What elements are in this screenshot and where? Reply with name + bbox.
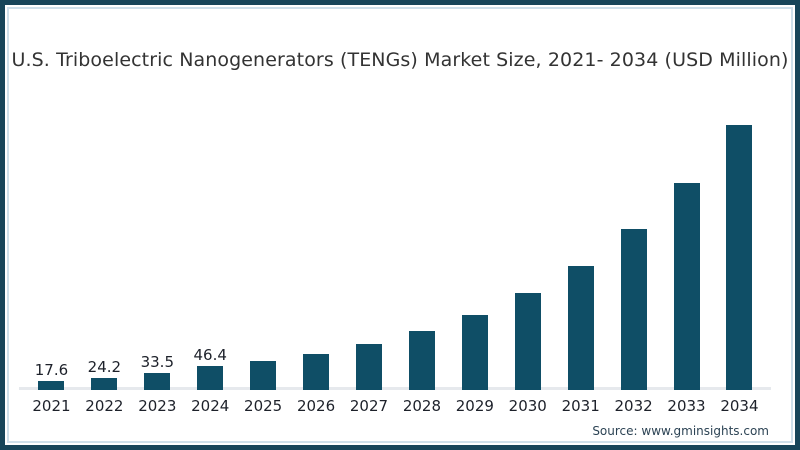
x-tick-2030: 2030 xyxy=(508,397,547,415)
bar-2032 xyxy=(620,229,647,390)
source-attribution: Source: www.gminsights.com xyxy=(592,424,769,438)
bar-column-2026 xyxy=(290,354,343,390)
x-tick-2032: 2032 xyxy=(614,397,653,415)
bar-2027 xyxy=(355,344,382,390)
bar-column-2024: 46.4 xyxy=(184,348,237,390)
bar-2024 xyxy=(197,366,224,390)
bar-value-label-2024: 46.4 xyxy=(193,346,227,365)
bar-2033 xyxy=(673,183,700,390)
bar-column-2030 xyxy=(501,293,554,390)
bar-2022 xyxy=(91,377,118,390)
bar-column-2031 xyxy=(554,266,607,390)
x-tick-2029: 2029 xyxy=(455,397,494,415)
bar-2029 xyxy=(461,314,488,390)
bar-2030 xyxy=(514,293,541,390)
x-axis-baseline xyxy=(19,387,771,390)
bar-column-2025 xyxy=(237,360,290,390)
bar-2031 xyxy=(567,266,594,390)
bar-column-2032 xyxy=(607,229,660,390)
chart-title: U.S. Triboelectric Nanogenerators (TENGs… xyxy=(11,49,789,71)
bar-column-2023: 33.5 xyxy=(131,352,184,390)
bar-2021 xyxy=(38,381,65,390)
x-tick-2033: 2033 xyxy=(667,397,706,415)
bar-2028 xyxy=(408,331,435,390)
x-tick-2028: 2028 xyxy=(402,397,441,415)
x-tick-2024: 2024 xyxy=(191,397,230,415)
bar-column-2022: 24.2 xyxy=(78,357,131,390)
x-tick-2027: 2027 xyxy=(349,397,389,415)
bar-2023 xyxy=(144,372,171,390)
x-tick-2025: 2025 xyxy=(244,397,283,415)
plot-area: 17.6 24.2 33.5 46.4 xyxy=(25,5,766,390)
x-tick-2023: 2023 xyxy=(138,397,177,415)
bar-value-label-2022: 24.2 xyxy=(87,357,122,376)
bar-column-2033 xyxy=(660,183,713,390)
bar-column-2029 xyxy=(448,314,501,390)
x-axis: 2021 2022 2023 2024 2025 2026 2027 2028 2029 2030… xyxy=(25,397,766,415)
bar-2034 xyxy=(726,124,753,390)
x-tick-2022: 2022 xyxy=(85,397,124,415)
bar-value-label-2023: 33.5 xyxy=(140,352,174,371)
bar-column-2021: 17.6 xyxy=(25,363,78,390)
bar-value-label-2021: 17.6 xyxy=(34,361,69,379)
x-tick-2021: 2021 xyxy=(32,397,71,415)
bar-column-2028 xyxy=(395,331,448,390)
x-tick-2031: 2031 xyxy=(561,397,600,415)
x-tick-2034: 2034 xyxy=(720,397,759,415)
bar-column-2034 xyxy=(713,124,766,390)
bar-2025 xyxy=(250,360,277,390)
bar-2026 xyxy=(303,354,330,390)
x-tick-2026: 2026 xyxy=(296,397,336,415)
bar-column-2027 xyxy=(343,344,396,390)
